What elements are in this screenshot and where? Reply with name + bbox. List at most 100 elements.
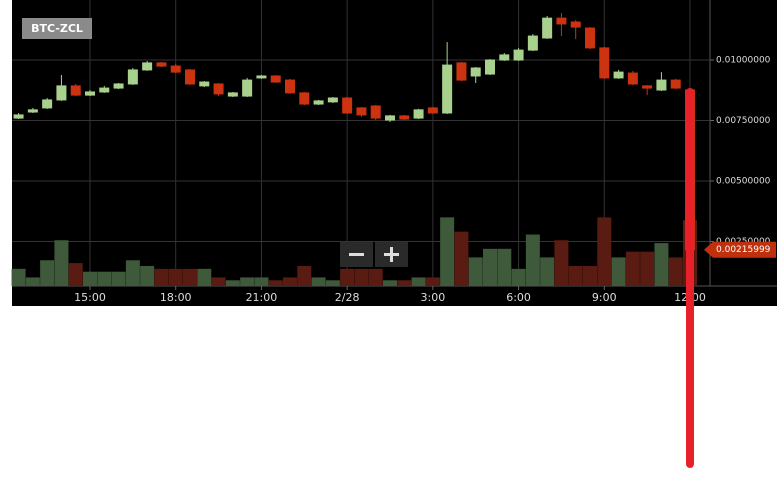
candle-body — [585, 27, 595, 49]
chart-title: BTC-ZCL — [31, 22, 83, 35]
candle-body — [442, 64, 453, 114]
candle-body — [13, 114, 24, 119]
candle-body — [342, 97, 353, 114]
volume-bar — [268, 280, 283, 286]
x-tick-label: 21:00 — [246, 291, 278, 304]
volume-bar — [625, 251, 640, 286]
x-tick-label: 3:00 — [421, 291, 446, 304]
volume-bar — [554, 240, 569, 286]
volume-bar — [283, 277, 297, 286]
candle-body — [170, 65, 181, 73]
price-tag-shape — [704, 241, 776, 258]
candle-body — [456, 62, 467, 81]
volume-bar — [111, 271, 126, 286]
y-tick-label: 0.00750000 — [716, 116, 771, 126]
candle-body — [356, 107, 367, 116]
plot: 0.002500000.005000000.007500000.01000000… — [11, 0, 771, 304]
volume-bar — [340, 268, 355, 286]
x-tick-label: 2/28 — [335, 291, 360, 304]
symbol-badge — [22, 18, 92, 39]
candle-body — [499, 54, 510, 61]
volume-bar — [40, 260, 55, 286]
volume-bar — [611, 257, 626, 286]
y-tick-label: 0.00500000 — [716, 176, 771, 186]
annotation-line — [686, 88, 694, 468]
candle-body — [156, 62, 167, 67]
candle-body — [227, 92, 238, 97]
y-tick-label: 0.01000000 — [716, 56, 771, 66]
candle-body — [185, 69, 195, 85]
volume-bar — [640, 251, 655, 286]
volume-bar — [225, 280, 240, 286]
volume-bar — [568, 265, 583, 286]
volume-bar — [383, 280, 397, 286]
volume-bar — [368, 268, 383, 286]
candle-body — [70, 85, 81, 96]
candle-body — [513, 49, 524, 61]
volume-bar — [454, 231, 469, 286]
candle-body — [670, 79, 681, 89]
volume-bar — [83, 271, 97, 286]
volume-bar — [354, 268, 369, 286]
x-tick-label: 18:00 — [160, 291, 192, 304]
candle-body — [142, 62, 153, 71]
candle-body — [642, 85, 653, 89]
candle-body — [213, 83, 224, 95]
volume-bar — [197, 268, 212, 286]
volume-bar — [497, 248, 512, 286]
x-tick-label: 15:00 — [74, 291, 106, 304]
volume-bar — [97, 271, 112, 286]
candle-body — [85, 91, 95, 96]
volume-bar — [483, 248, 497, 286]
candle-body — [285, 79, 295, 94]
volume-bar — [168, 268, 183, 286]
candle-body — [42, 99, 53, 109]
volume-bar — [540, 257, 555, 286]
volume-bar — [411, 277, 426, 286]
volume-bar — [211, 277, 226, 286]
candle-body — [299, 92, 310, 105]
candle-body — [370, 105, 381, 119]
candle-body — [399, 115, 410, 120]
candle-body — [385, 115, 395, 121]
candle-body — [627, 72, 638, 85]
candle-body — [413, 109, 424, 119]
volume-bar — [597, 217, 612, 286]
last-price-tag: 0.00215999 — [704, 241, 776, 258]
volume-bar — [525, 234, 540, 286]
candle-body — [599, 47, 610, 79]
last-price-label: 0.00215999 — [716, 245, 771, 255]
volume-bar — [325, 280, 340, 286]
candle-body — [113, 83, 124, 89]
candle-body — [56, 85, 67, 101]
volume-bar — [140, 265, 155, 286]
x-tick-label: 9:00 — [592, 291, 617, 304]
volume-bar — [668, 257, 683, 286]
volume-bar — [397, 280, 412, 286]
candle-body — [327, 97, 338, 103]
candle-body — [556, 17, 567, 25]
candle-body — [256, 75, 267, 79]
volume-bar — [68, 263, 83, 286]
volume-bar — [25, 277, 40, 286]
volume-bar — [240, 277, 255, 286]
volume-bar — [425, 277, 440, 286]
candle-body — [485, 59, 495, 75]
volume-bar — [154, 268, 169, 286]
candle-body — [542, 17, 553, 39]
candle-body — [570, 21, 581, 28]
zoom-controls — [340, 242, 408, 267]
volume-bar — [183, 268, 197, 286]
candle-body — [527, 35, 538, 51]
candle-body — [27, 109, 38, 113]
volume-bar — [54, 240, 69, 286]
candle-body — [242, 79, 253, 97]
volume-bar — [583, 265, 597, 286]
candle-body — [613, 71, 624, 79]
volume-bar — [125, 260, 140, 286]
volume-bar — [11, 268, 26, 286]
candle-body — [470, 67, 481, 77]
candle-body — [656, 79, 667, 91]
